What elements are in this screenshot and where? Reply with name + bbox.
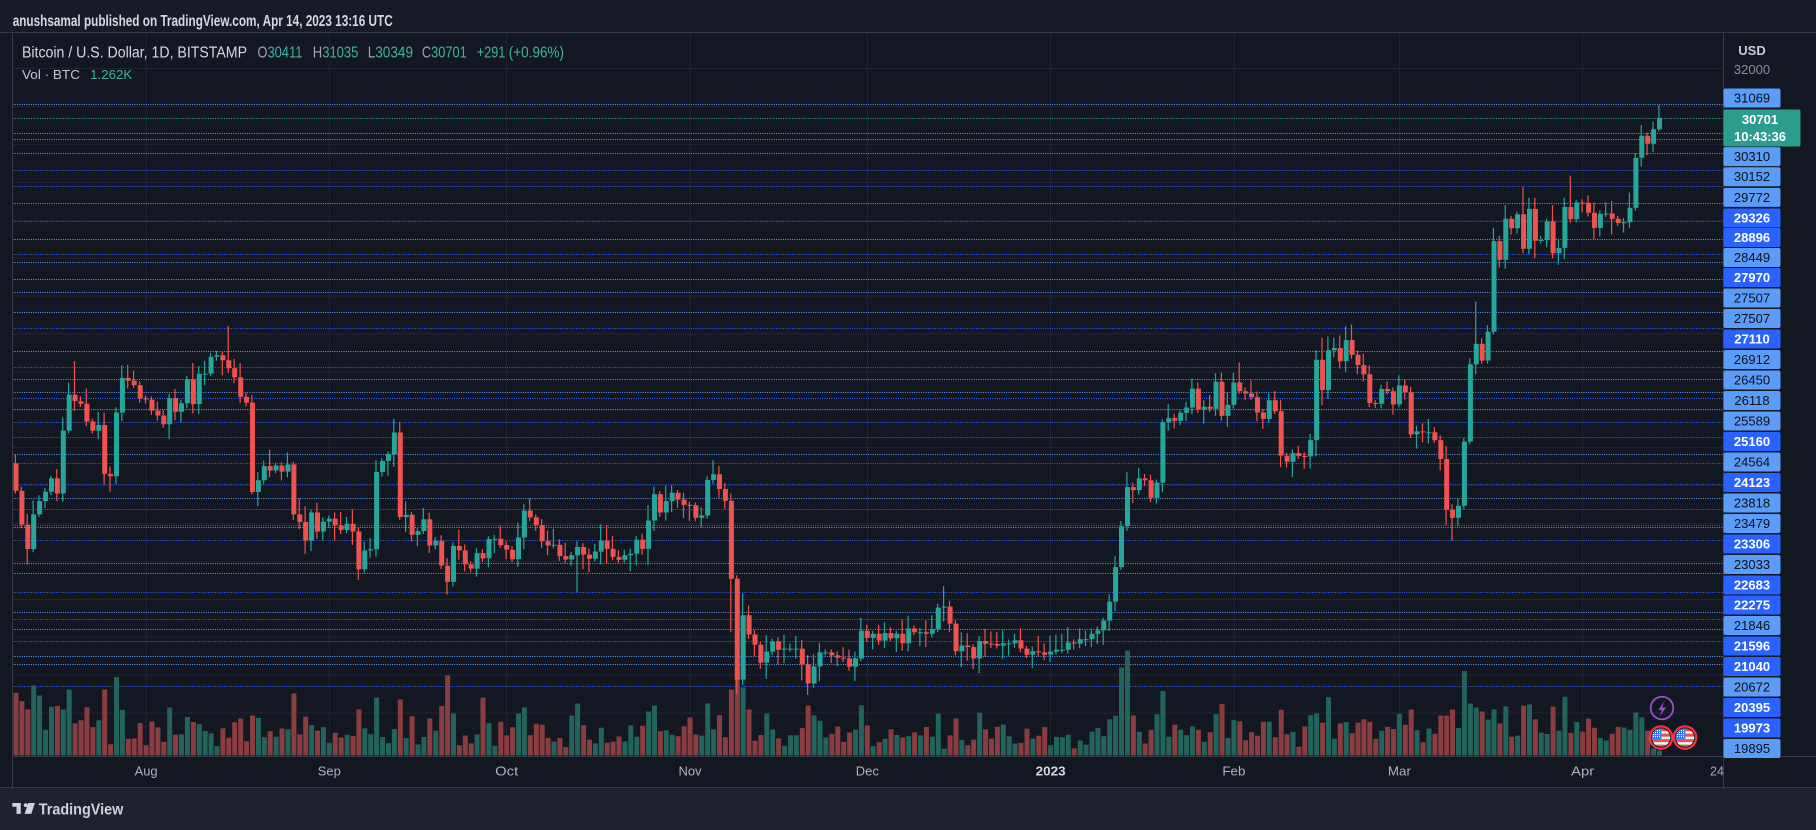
svg-text:26450: 26450	[1734, 373, 1770, 388]
svg-text:O30411: O30411	[257, 45, 302, 62]
svg-text:19895: 19895	[1734, 741, 1770, 756]
svg-text:26912: 26912	[1734, 352, 1770, 367]
svg-text:TradingView: TradingView	[39, 801, 124, 818]
svg-text:Aug: Aug	[135, 764, 158, 779]
svg-text:21596: 21596	[1734, 639, 1770, 654]
svg-text:25589: 25589	[1734, 414, 1770, 429]
svg-text:30701: 30701	[1742, 112, 1778, 127]
svg-text:28896: 28896	[1734, 230, 1770, 245]
svg-text:Dec: Dec	[856, 764, 879, 779]
svg-text:31069: 31069	[1734, 91, 1770, 106]
svg-text:28449: 28449	[1734, 250, 1770, 265]
svg-text:Feb: Feb	[1222, 764, 1245, 779]
svg-text:L30349: L30349	[368, 45, 413, 62]
svg-text:Vol · BTC: Vol · BTC	[22, 67, 80, 82]
svg-text:27970: 27970	[1734, 270, 1770, 285]
svg-text:23818: 23818	[1734, 496, 1770, 511]
svg-text:27507: 27507	[1734, 311, 1770, 326]
svg-text:27507: 27507	[1734, 291, 1770, 306]
svg-text:1.262K: 1.262K	[90, 67, 132, 82]
svg-text:Mar: Mar	[1388, 764, 1412, 779]
svg-text:24564: 24564	[1734, 455, 1770, 470]
svg-text:22275: 22275	[1734, 598, 1770, 613]
svg-text:Apr: Apr	[1571, 764, 1595, 779]
svg-text:30310: 30310	[1734, 149, 1770, 164]
svg-text:C30701: C30701	[422, 45, 467, 62]
svg-text:Bitcoin / U.S. Dollar, 1D, BIT: Bitcoin / U.S. Dollar, 1D, BITSTAMP	[22, 45, 247, 62]
svg-text:26118: 26118	[1734, 393, 1769, 408]
svg-text:29772: 29772	[1734, 190, 1770, 205]
svg-text:29326: 29326	[1734, 211, 1770, 226]
svg-text:20672: 20672	[1734, 680, 1770, 695]
svg-text:Sep: Sep	[318, 764, 341, 779]
svg-text:10:43:36: 10:43:36	[1734, 129, 1786, 144]
svg-text:23306: 23306	[1734, 537, 1770, 552]
svg-text:(+0.96%): (+0.96%)	[509, 45, 564, 62]
svg-text:32000: 32000	[1734, 62, 1770, 77]
svg-text:Oct: Oct	[495, 764, 518, 779]
svg-text:19973: 19973	[1734, 721, 1770, 736]
svg-text:2023: 2023	[1036, 764, 1066, 779]
svg-text:24123: 24123	[1734, 475, 1770, 490]
svg-text:21846: 21846	[1734, 618, 1770, 633]
svg-text:H31035: H31035	[313, 45, 359, 62]
svg-text:30152: 30152	[1734, 169, 1770, 184]
svg-text:+291: +291	[477, 45, 506, 62]
svg-text:23033: 23033	[1734, 557, 1770, 572]
svg-text:24: 24	[1710, 765, 1724, 779]
svg-text:20395: 20395	[1734, 700, 1770, 715]
svg-text:21040: 21040	[1734, 659, 1770, 674]
svg-text:23479: 23479	[1734, 516, 1770, 531]
svg-text:22683: 22683	[1734, 578, 1770, 593]
svg-text:27110: 27110	[1734, 332, 1769, 347]
svg-text:anushsamal published on Tradin: anushsamal published on TradingView.com,…	[13, 13, 393, 30]
svg-text:USD: USD	[1738, 43, 1765, 58]
svg-text:25160: 25160	[1734, 434, 1770, 449]
svg-text:Nov: Nov	[679, 764, 702, 779]
